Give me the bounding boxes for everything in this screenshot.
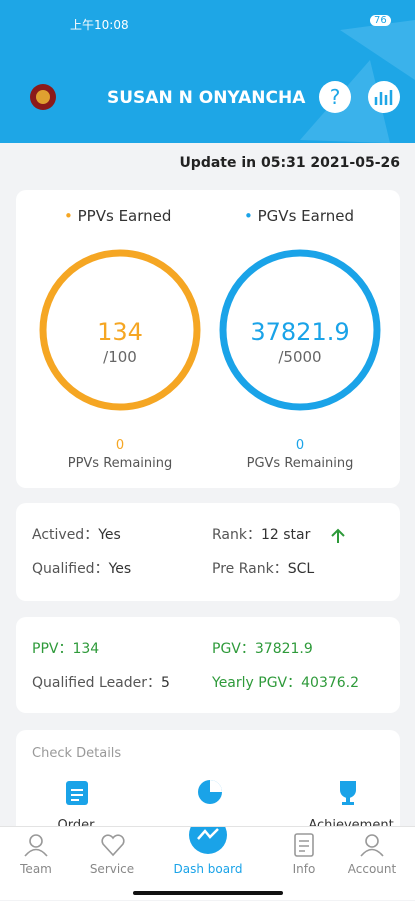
info-value: Yes <box>98 527 121 543</box>
downline-icon[interactable] <box>196 778 224 806</box>
nav-label[interactable]: Info <box>292 862 316 876</box>
info-value: 5 <box>161 675 170 691</box>
pgv-value: 37821.9 <box>250 318 350 346</box>
header-bg: 上午10:08 76 SUSAN N ONYANCHA ? <box>0 0 415 143</box>
bottom-nav: Team Service Dash board Info Account <box>0 826 415 900</box>
logo <box>30 84 56 110</box>
info-label: Actived： <box>32 527 99 543</box>
info-row: Actived：Yes <box>32 524 121 544</box>
info-value: Yes <box>108 561 132 577</box>
pgv-earned-label: • PGVs Earned <box>244 207 354 225</box>
volume-card: PPV：134 PGV：37821.9 Qualified Leader：5 Year… <box>16 617 400 713</box>
info-value: 134 <box>72 641 100 657</box>
ppv-target: /100 <box>103 348 137 366</box>
nav-label[interactable]: Dash board <box>173 862 243 876</box>
info-row: PGV：37821.9 <box>212 638 313 658</box>
info-value: 37821.9 <box>254 641 313 657</box>
details-title: Check Details <box>32 746 122 761</box>
nav-icons <box>24 827 384 895</box>
info-value: 40376.2 <box>301 675 360 691</box>
pgv-target: /5000 <box>278 348 322 366</box>
info-row: Yearly PGV：40376.2 <box>212 672 359 692</box>
battery: 76 <box>370 15 391 26</box>
info-label: Pre Rank： <box>212 561 288 577</box>
pgv-remaining: 0 <box>295 438 305 453</box>
status-time: 上午10:08 <box>70 18 129 32</box>
info-row: Qualified Leader：5 <box>32 672 170 692</box>
info-label: PPV： <box>32 641 73 657</box>
svg-text:?: ? <box>330 85 341 109</box>
info-value: SCL <box>287 561 315 577</box>
ppv-remaining: 0 <box>115 438 125 453</box>
achievement-icon[interactable] <box>334 778 362 806</box>
info-label: PGV： <box>212 641 255 657</box>
ppv-value: 134 <box>97 318 143 346</box>
info-row: Rank：12 star <box>212 524 310 544</box>
earned-card: • PPVs Earned • PGVs Earned 134 /100 378… <box>16 190 400 488</box>
info-value: 12 star <box>260 527 311 543</box>
info-label: Qualified： <box>32 561 109 577</box>
header-decoration <box>300 20 415 143</box>
nav-label[interactable]: Team <box>20 862 52 876</box>
pgv-remaining-label: PGVs Remaining <box>246 456 354 471</box>
info-label: Qualified Leader： <box>32 675 162 691</box>
rank-up-arrow <box>331 528 345 543</box>
rings <box>39 249 381 411</box>
info-label: Rank： <box>212 527 261 543</box>
stats-button[interactable] <box>367 80 401 114</box>
update-time: Update in 05:31 2021-05-26 <box>179 155 400 171</box>
ppv-remaining-label: PPVs Remaining <box>67 456 173 471</box>
user-name: SUSAN N ONYANCHA <box>107 88 306 108</box>
info-row: PPV：134 <box>32 638 99 658</box>
info-row: Qualified：Yes <box>32 558 131 578</box>
ppv-earned-label: • PPVs Earned <box>64 207 172 225</box>
info-row: Pre Rank：SCL <box>212 558 314 578</box>
nav-label[interactable]: Account <box>347 862 397 876</box>
status-card: Actived：Yes Rank：12 star Qualified：Yes Pre … <box>16 503 400 601</box>
order-icon[interactable] <box>64 778 90 806</box>
help-button[interactable]: ? <box>318 80 352 114</box>
info-label: Yearly PGV： <box>212 675 302 691</box>
nav-label[interactable]: Service <box>89 862 135 876</box>
